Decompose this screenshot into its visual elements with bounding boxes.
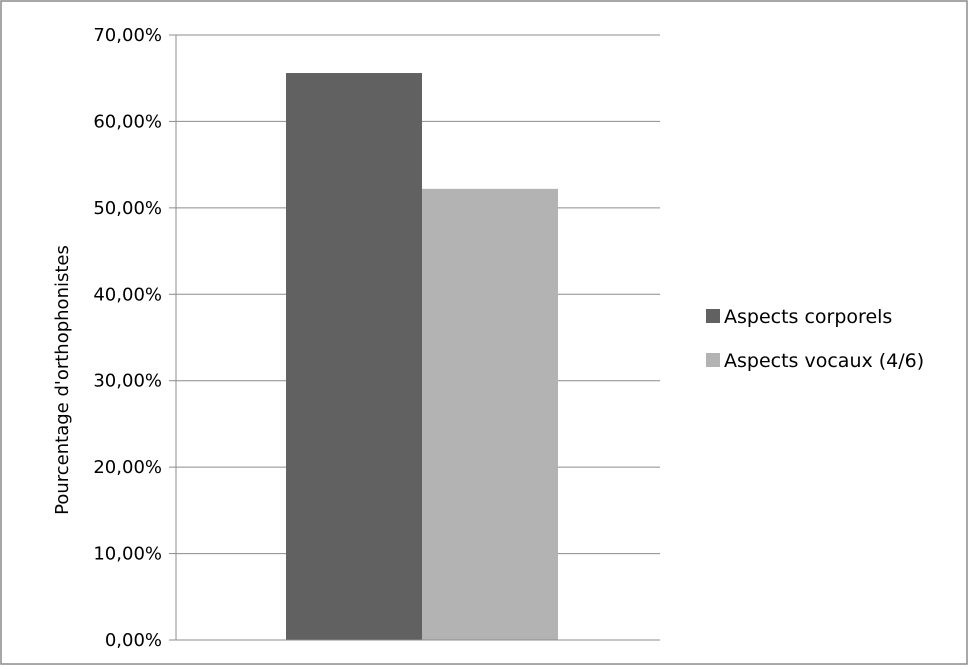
bar-series-1 — [286, 73, 422, 641]
y-tick-label: 20,00% — [93, 457, 162, 478]
y-tick-label: 10,00% — [93, 544, 162, 565]
y-tick-label: 50,00% — [93, 198, 162, 219]
y-tick-label: 70,00% — [93, 25, 162, 46]
legend-label: Aspects vocaux (4/6) — [724, 350, 924, 372]
legend-label: Aspects corporels — [724, 306, 892, 328]
y-tick-label: 40,00% — [93, 284, 162, 305]
y-tick-label: 0,00% — [105, 630, 162, 651]
y-axis-title: Pourcentage d'orthophonistes — [52, 245, 73, 515]
bar-series-2 — [422, 188, 558, 641]
y-tick-label: 60,00% — [93, 111, 162, 132]
y-axis-ticks: 0,00% 10,00% 20,00% 30,00% 40,00% 50,00% 60,00… — [93, 25, 177, 651]
legend: Aspects corporels Aspects vocaux (4/6) — [706, 306, 924, 372]
bars — [176, 73, 660, 641]
legend-swatch — [706, 309, 720, 323]
y-tick-label: 30,00% — [93, 371, 162, 392]
legend-swatch — [706, 353, 720, 367]
